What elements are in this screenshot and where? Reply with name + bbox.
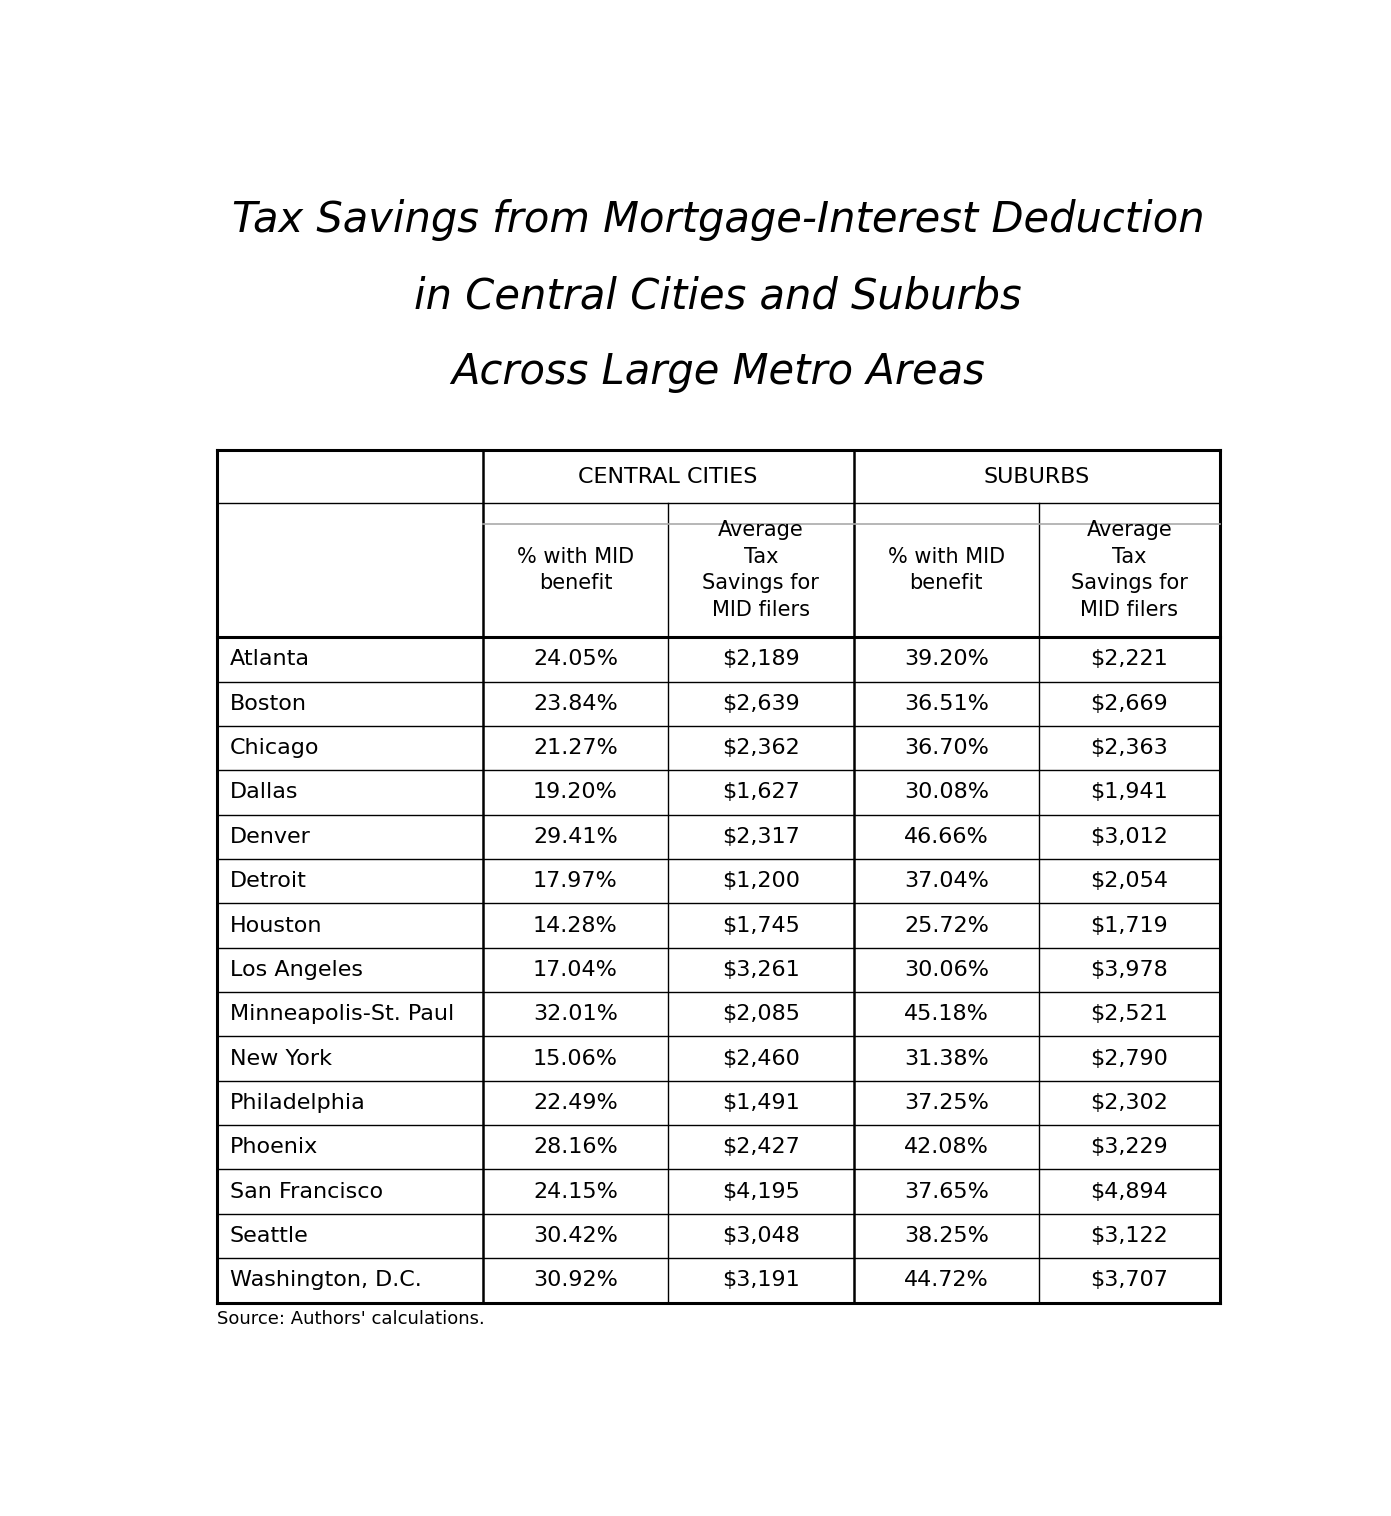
Text: $2,189: $2,189 [722,649,800,670]
Text: Across Large Metro Areas: Across Large Metro Areas [452,352,985,393]
Text: Minneapolis-St. Paul: Minneapolis-St. Paul [230,1004,455,1025]
Text: Atlanta: Atlanta [230,649,310,670]
Text: 32.01%: 32.01% [533,1004,618,1025]
Text: San Francisco: San Francisco [230,1181,383,1202]
Text: 23.84%: 23.84% [533,694,618,714]
Text: Tax Savings from Mortgage-Interest Deduction: Tax Savings from Mortgage-Interest Deduc… [232,200,1205,241]
Text: Washington, D.C.: Washington, D.C. [230,1270,421,1290]
Text: 30.92%: 30.92% [533,1270,618,1290]
Text: $1,491: $1,491 [722,1093,800,1113]
Text: $1,200: $1,200 [722,872,800,891]
Text: Source: Authors' calculations.: Source: Authors' calculations. [217,1310,484,1328]
Text: $2,221: $2,221 [1091,649,1168,670]
Text: % with MID
benefit: % with MID benefit [517,547,634,593]
Text: $2,363: $2,363 [1091,738,1168,758]
Text: 37.65%: 37.65% [904,1181,989,1202]
Text: Average
Tax
Savings for
MID filers: Average Tax Savings for MID filers [1071,520,1188,620]
Text: $3,978: $3,978 [1091,960,1168,979]
Text: $2,669: $2,669 [1091,694,1168,714]
Text: $2,317: $2,317 [722,826,800,847]
Text: $3,048: $3,048 [722,1226,800,1246]
Text: 30.06%: 30.06% [904,960,989,979]
Text: $2,427: $2,427 [722,1137,800,1157]
Text: 45.18%: 45.18% [904,1004,989,1025]
Text: $3,707: $3,707 [1091,1270,1168,1290]
Text: $4,195: $4,195 [722,1181,800,1202]
Text: $3,191: $3,191 [722,1270,800,1290]
Text: $4,894: $4,894 [1091,1181,1168,1202]
Text: Seattle: Seattle [230,1226,309,1246]
Text: $1,941: $1,941 [1091,782,1168,802]
Text: $3,229: $3,229 [1091,1137,1168,1157]
Text: 36.70%: 36.70% [904,738,989,758]
Text: in Central Cities and Suburbs: in Central Cities and Suburbs [415,276,1022,317]
Text: Average
Tax
Savings for
MID filers: Average Tax Savings for MID filers [702,520,819,620]
Text: SUBURBS: SUBURBS [983,467,1089,487]
Text: 44.72%: 44.72% [904,1270,989,1290]
Text: $2,085: $2,085 [722,1004,800,1025]
Text: 17.97%: 17.97% [533,872,618,891]
Text: Philadelphia: Philadelphia [230,1093,366,1113]
Text: $2,460: $2,460 [722,1049,800,1069]
Text: Denver: Denver [230,826,310,847]
Text: 36.51%: 36.51% [904,694,989,714]
Text: Boston: Boston [230,694,307,714]
Text: 19.20%: 19.20% [533,782,618,802]
Text: Houston: Houston [230,916,323,935]
Text: 24.15%: 24.15% [533,1181,618,1202]
Text: 28.16%: 28.16% [533,1137,618,1157]
Text: 39.20%: 39.20% [904,649,989,670]
Text: Dallas: Dallas [230,782,299,802]
Text: Los Angeles: Los Angeles [230,960,363,979]
Text: Detroit: Detroit [230,872,307,891]
Text: $3,012: $3,012 [1091,826,1168,847]
Text: $2,790: $2,790 [1091,1049,1168,1069]
Text: Phoenix: Phoenix [230,1137,319,1157]
Text: $2,521: $2,521 [1091,1004,1168,1025]
Text: 25.72%: 25.72% [904,916,989,935]
Text: $1,719: $1,719 [1091,916,1168,935]
Text: 37.25%: 37.25% [904,1093,989,1113]
Text: 24.05%: 24.05% [533,649,618,670]
Text: $2,302: $2,302 [1091,1093,1168,1113]
Text: % with MID
benefit: % with MID benefit [887,547,1004,593]
Text: 17.04%: 17.04% [533,960,618,979]
Text: 15.06%: 15.06% [533,1049,618,1069]
Text: 37.04%: 37.04% [904,872,989,891]
Text: $2,639: $2,639 [722,694,800,714]
Text: $3,122: $3,122 [1091,1226,1168,1246]
Text: 42.08%: 42.08% [904,1137,989,1157]
Text: $2,054: $2,054 [1091,872,1168,891]
Text: 30.08%: 30.08% [904,782,989,802]
Text: 38.25%: 38.25% [904,1226,989,1246]
Text: 22.49%: 22.49% [533,1093,618,1113]
Text: 46.66%: 46.66% [904,826,989,847]
Text: 21.27%: 21.27% [533,738,618,758]
Text: $3,261: $3,261 [722,960,800,979]
Text: 30.42%: 30.42% [533,1226,618,1246]
Text: 29.41%: 29.41% [533,826,618,847]
Text: CENTRAL CITIES: CENTRAL CITIES [579,467,758,487]
Text: $1,745: $1,745 [722,916,800,935]
Text: New York: New York [230,1049,332,1069]
Text: 31.38%: 31.38% [904,1049,989,1069]
Text: Chicago: Chicago [230,738,320,758]
Text: $2,362: $2,362 [722,738,800,758]
Text: 14.28%: 14.28% [533,916,618,935]
Text: $1,627: $1,627 [722,782,800,802]
